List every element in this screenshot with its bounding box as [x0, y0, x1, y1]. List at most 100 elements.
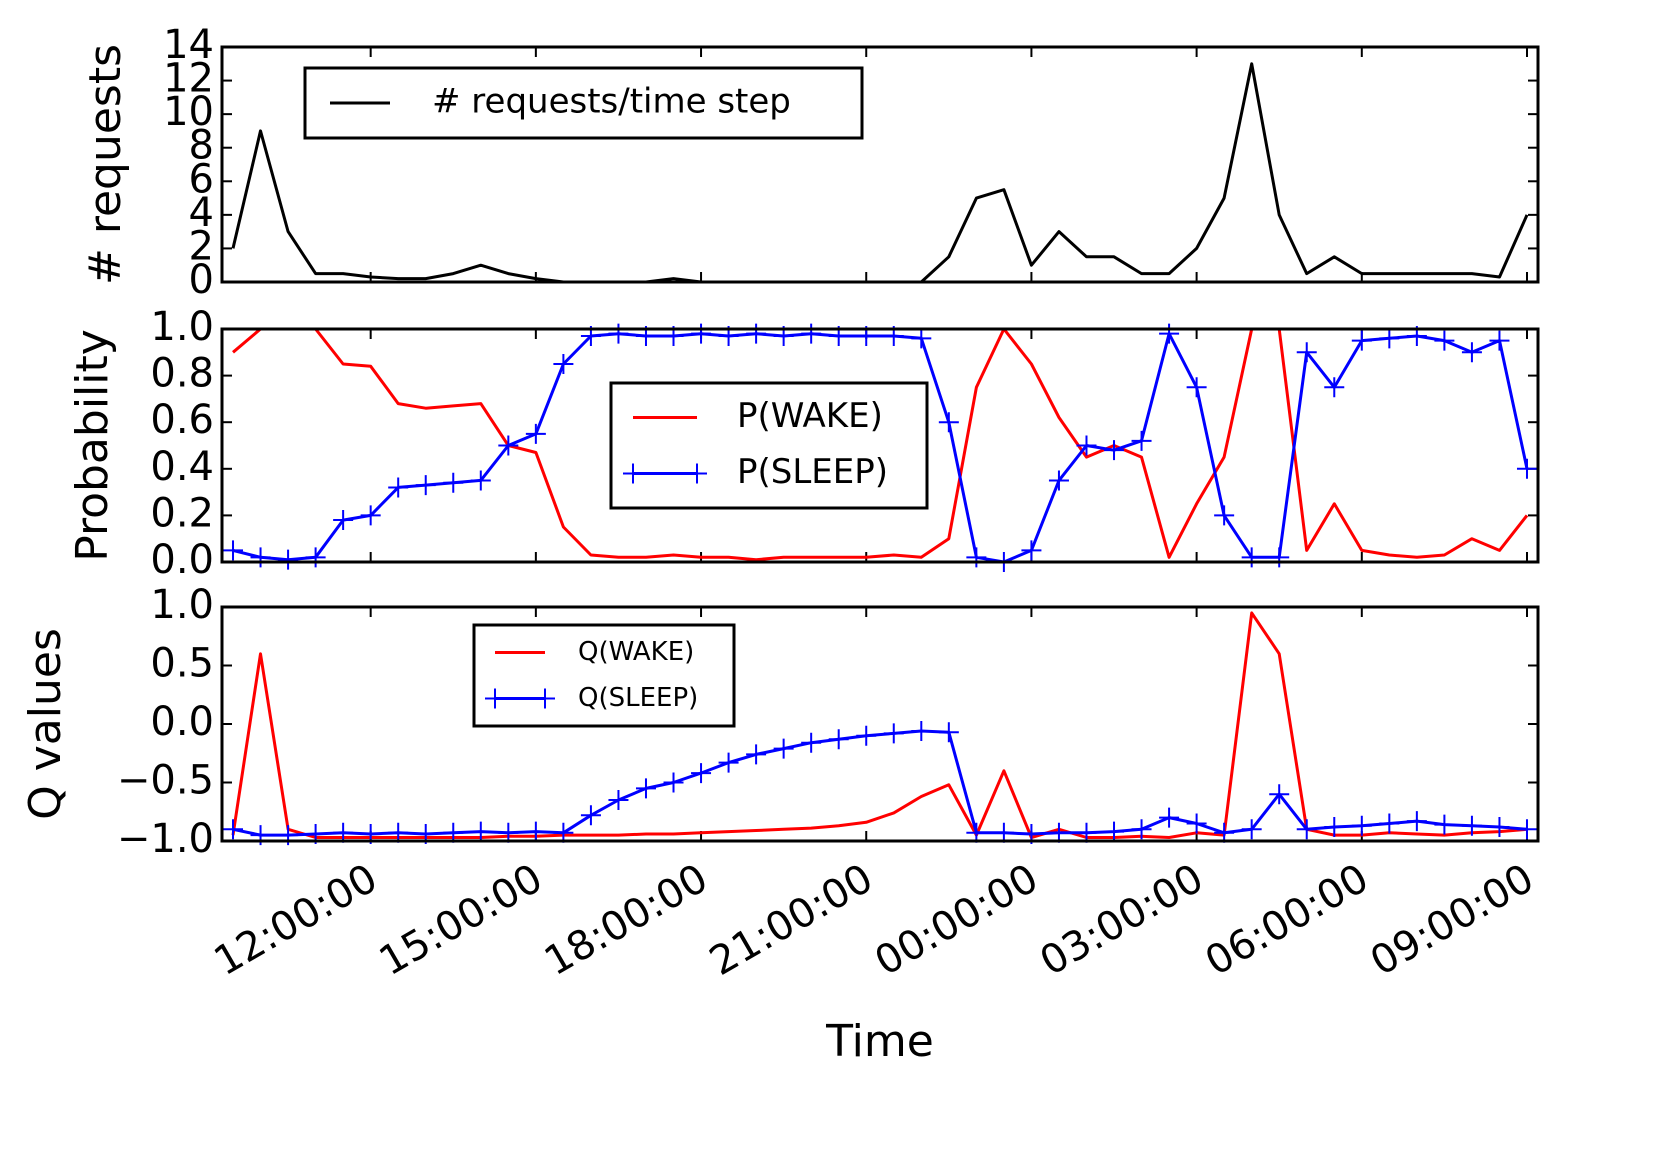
series-marker	[608, 323, 629, 344]
plot-frame	[220, 605, 1540, 843]
series-marker	[966, 822, 987, 843]
series-marker	[663, 772, 684, 793]
series-marker	[525, 821, 546, 842]
plot-frame	[220, 45, 1540, 284]
series-marker	[691, 323, 712, 344]
y-tick-label: 0.4	[150, 444, 214, 490]
x-tick-label: 21:00:00	[702, 855, 881, 985]
series-marker	[718, 752, 739, 773]
series-marker	[1296, 819, 1317, 840]
series-marker	[691, 763, 712, 784]
series-marker	[911, 328, 932, 349]
series-marker	[1048, 470, 1069, 491]
series-marker	[1379, 328, 1400, 349]
series-marker	[1434, 814, 1455, 835]
series-marker	[1021, 540, 1042, 561]
series-marker	[333, 822, 354, 843]
series-marker	[1351, 815, 1372, 836]
x-tick-label: 12:00:00	[207, 855, 386, 985]
series-marker	[1159, 807, 1180, 828]
y-tick-label: 1.0	[150, 582, 214, 628]
series-marker	[1379, 813, 1400, 834]
series-marker	[1241, 819, 1262, 840]
legend-box	[472, 623, 736, 728]
series-marker	[278, 549, 299, 570]
x-axis-label: Time	[825, 1016, 934, 1067]
series-marker	[746, 323, 767, 344]
legend-box	[609, 381, 929, 510]
series-marker	[1241, 547, 1262, 568]
series-marker	[1076, 435, 1097, 456]
series-marker	[470, 821, 491, 842]
series-marker	[443, 472, 464, 493]
series-marker	[580, 805, 601, 826]
series-marker	[443, 822, 464, 843]
legend-label: Q(SLEEP)	[578, 683, 698, 713]
legend-label: Q(WAKE)	[578, 637, 694, 667]
series-marker	[498, 822, 519, 843]
series-marker	[1159, 323, 1180, 344]
series-marker	[360, 505, 381, 526]
y-tick-label: 4	[189, 190, 214, 236]
series-marker	[388, 822, 409, 843]
series-marker	[801, 323, 822, 344]
y-tick-label: 0.0	[150, 537, 214, 583]
legend-label: # requests/time step	[432, 82, 791, 122]
legend-label: P(WAKE)	[737, 396, 883, 436]
series-marker	[1186, 377, 1207, 398]
x-tick-label: 03:00:00	[1033, 855, 1212, 985]
legend-marker	[535, 688, 555, 709]
legend-marker	[485, 688, 505, 709]
series-marker	[1214, 822, 1235, 843]
series-marker	[635, 778, 656, 799]
series-marker	[608, 790, 629, 811]
series-marker	[1516, 458, 1537, 479]
y-tick-label: 10	[163, 89, 214, 135]
series-marker	[746, 744, 767, 765]
series-marker	[938, 412, 959, 433]
series-marker	[1351, 330, 1372, 351]
series-marker	[801, 732, 822, 753]
y-tick-label: 8	[189, 123, 214, 169]
legend-marker	[687, 463, 707, 484]
y-axis-label: # requests	[80, 44, 131, 285]
y-axis-label: Probability	[67, 329, 118, 562]
series-marker	[1104, 821, 1125, 842]
series-marker	[498, 435, 519, 456]
series-marker	[223, 819, 244, 840]
series-marker	[911, 721, 932, 742]
series-line	[231, 611, 1528, 839]
series-marker	[1489, 330, 1510, 351]
series-marker	[1324, 816, 1345, 837]
series-marker	[470, 470, 491, 491]
series-marker	[883, 723, 904, 744]
series-marker	[1296, 342, 1317, 363]
series-marker	[305, 547, 326, 568]
series-marker	[415, 475, 436, 496]
series-marker	[1324, 377, 1345, 398]
y-tick-label: −0.5	[117, 758, 214, 804]
y-axis-label: Q values	[20, 628, 71, 820]
series-marker	[1131, 819, 1152, 840]
series-marker	[1104, 440, 1125, 461]
series-marker	[1489, 816, 1510, 837]
series-marker	[333, 510, 354, 531]
series-marker	[1186, 813, 1207, 834]
y-tick-label: 1.0	[150, 304, 214, 350]
series-marker	[773, 738, 794, 759]
series-marker	[828, 729, 849, 750]
y-tick-label: −1.0	[117, 816, 214, 862]
series-marker	[1516, 819, 1537, 840]
x-tick-label: 09:00:00	[1363, 855, 1542, 985]
series-marker	[553, 822, 574, 843]
series-marker	[388, 477, 409, 498]
y-tick-label: 0.0	[150, 699, 214, 745]
series-marker	[525, 423, 546, 444]
legend-marker	[623, 463, 643, 484]
series-marker	[1076, 822, 1097, 843]
plot-frame	[220, 327, 1540, 564]
y-tick-label: 0.8	[150, 351, 214, 397]
y-tick-label: 2	[189, 223, 214, 269]
series-marker	[1214, 505, 1235, 526]
